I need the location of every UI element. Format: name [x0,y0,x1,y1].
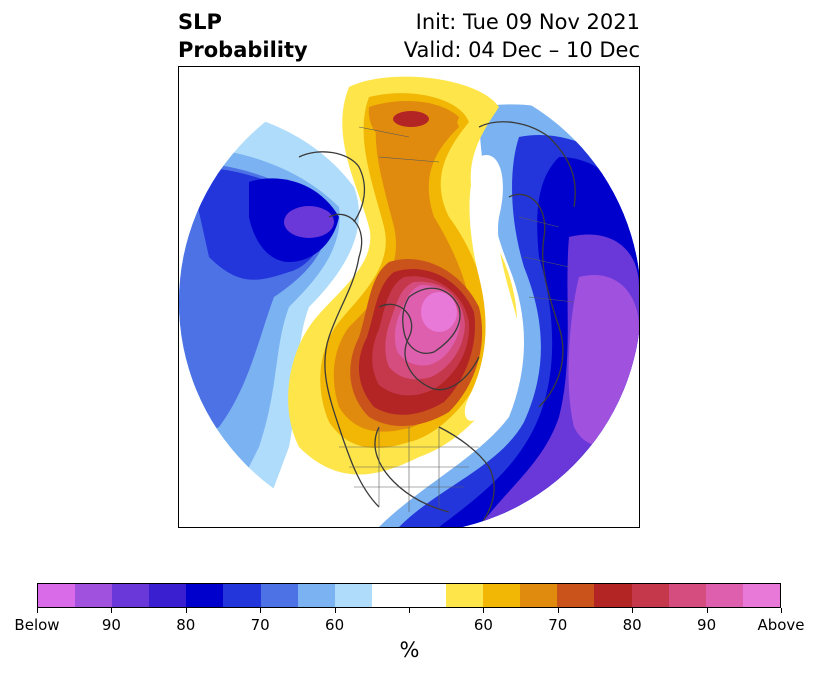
colorbar-swatch [297,584,335,607]
colorbar-tick [260,608,262,613]
colorbar-tick [111,608,113,613]
colorbar-swatch [223,584,261,607]
colorbar-swatch [668,584,706,607]
above-center [421,292,457,332]
colorbar-tick [334,608,336,613]
colorbar-label: 60 [325,616,345,634]
colorbar-tick [37,608,38,613]
coastlines [298,121,576,527]
colorbar-label: 70 [548,616,568,634]
map-disc [179,71,639,527]
colorbar-label: Above [757,616,805,634]
probability-map-svg [179,71,639,527]
colorbar-swatch [186,584,224,607]
valid-range: Valid: 04 Dec – 10 Dec [403,38,640,62]
polar-map [178,66,640,528]
colorbar-swatch [446,584,484,607]
colorbar-label: 70 [250,616,270,634]
colorbar-tick [781,608,782,613]
neutral-band [464,155,520,421]
colorbar-swatch [742,584,780,607]
colorbar-swatch [371,584,409,607]
colorbar-label: 90 [697,616,717,634]
colorbar-swatch [631,584,669,607]
colorbar-label: Below [14,616,60,634]
colorbar-tick [409,608,410,613]
title-line-probability: Probability [178,38,308,62]
colorbar-swatch [75,584,113,607]
colorbar-swatch [334,584,372,607]
above-pocket-north-core [393,111,429,127]
borders [339,126,575,512]
colorbar-swatch [149,584,187,607]
colorbar-swatch [408,584,447,607]
colorbar [37,583,781,608]
colorbar-swatch [483,584,521,607]
colorbar-label: 90 [101,616,121,634]
title-line-slp: SLP [178,10,222,34]
colorbar-labels: Below 90 80 70 60 60 70 80 90 Above [14,616,804,634]
colorbar-swatch [112,584,150,607]
colorbar-label: 80 [622,616,642,634]
forecast-dates: Init: Tue 09 Nov 2021 Valid: 04 Dec – 10… [404,8,640,64]
below-region-east-deep [568,275,639,446]
init-date: Init: Tue 09 Nov 2021 [415,10,640,34]
colorbar-unit: % [399,638,420,662]
colorbar-tick [557,608,559,613]
colorbar-swatch [557,584,595,607]
colorbar-tick [706,608,708,613]
colorbar-tick [632,608,634,613]
colorbar-swatch [594,584,632,607]
colorbar-swatch [705,584,743,607]
colorbar-tick [185,608,187,613]
colorbar-tick [483,608,485,613]
colorbar-swatch [260,584,298,607]
colorbar-label: 60 [473,616,493,634]
below-center-west [284,206,334,238]
colorbar-label: 80 [176,616,196,634]
map-title: SLP Probability [178,8,308,64]
colorbar-swatch [38,584,76,607]
colorbar-swatch [520,584,558,607]
